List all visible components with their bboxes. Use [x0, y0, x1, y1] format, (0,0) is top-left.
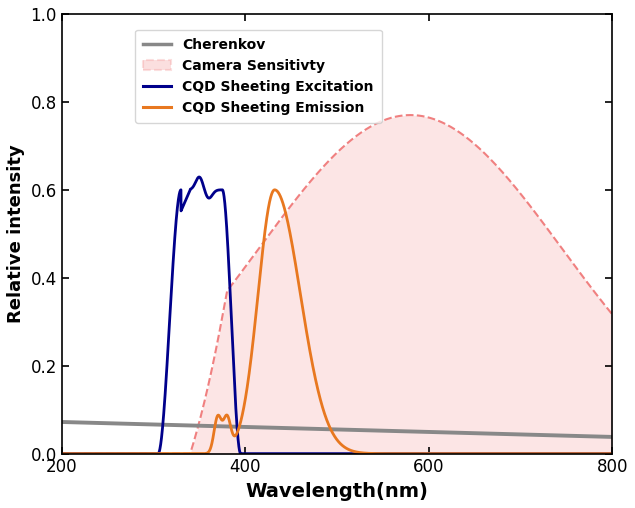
Legend: Cherenkov, Camera Sensitivty, CQD Sheeting Excitation, CQD Sheeting Emission: Cherenkov, Camera Sensitivty, CQD Sheeti… — [135, 29, 382, 123]
X-axis label: Wavelength(nm): Wavelength(nm) — [246, 482, 429, 501]
Y-axis label: Relative intensity: Relative intensity — [7, 144, 25, 323]
